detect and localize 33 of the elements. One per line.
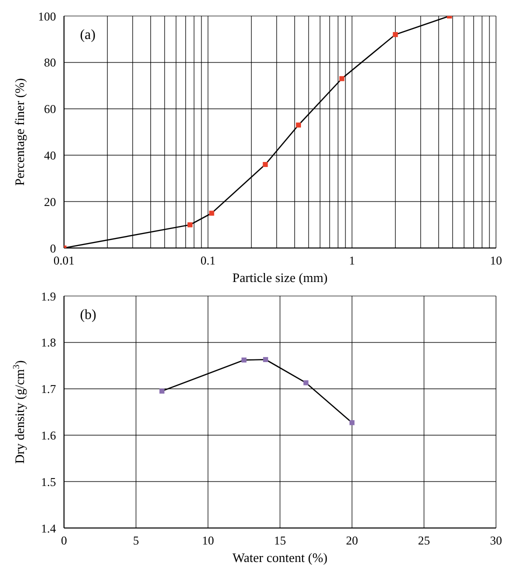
point bbox=[263, 357, 268, 362]
x-tick-label: 0 bbox=[61, 534, 67, 548]
x-tick-label: 20 bbox=[346, 534, 358, 548]
x-tick-label: 0.1 bbox=[200, 254, 216, 268]
x-tick-label: 30 bbox=[490, 534, 502, 548]
point bbox=[242, 358, 246, 363]
x-axis-title: Particle size (mm) bbox=[232, 270, 328, 285]
y-tick-label: 1.4 bbox=[41, 521, 56, 536]
y-tick-label: 1.6 bbox=[41, 428, 56, 442]
point bbox=[159, 388, 164, 394]
y-tick-label: 60 bbox=[44, 102, 56, 116]
y-tick-label: 80 bbox=[44, 56, 56, 70]
y-tick-label: 1.9 bbox=[41, 289, 56, 304]
y-axis-title: Percentage finer (%) bbox=[12, 78, 27, 186]
y-tick-label: 20 bbox=[44, 194, 56, 209]
x-tick-label: 25 bbox=[418, 534, 430, 548]
y-tick-label: 1.8 bbox=[41, 336, 56, 350]
text: (b) bbox=[80, 308, 96, 324]
y-tick-label: 1.7 bbox=[41, 382, 56, 396]
point bbox=[303, 380, 308, 386]
text: (a) bbox=[80, 28, 96, 44]
y-tick-label: 40 bbox=[44, 148, 56, 162]
point bbox=[350, 420, 354, 426]
x-tick-label: 1 bbox=[349, 254, 355, 268]
x-tick-label: 0.01 bbox=[54, 254, 74, 268]
x-tick-label: 15 bbox=[274, 534, 286, 548]
y-tick-label: 0 bbox=[50, 241, 56, 256]
x-tick-label: 5 bbox=[133, 534, 139, 548]
x-tick-label: 10 bbox=[490, 254, 502, 268]
y-tick-label: 100 bbox=[38, 9, 56, 24]
y-tick-label: 1.5 bbox=[41, 474, 56, 489]
x-tick-label: 10 bbox=[202, 534, 214, 548]
x-axis-title: Water content (%) bbox=[232, 550, 328, 565]
